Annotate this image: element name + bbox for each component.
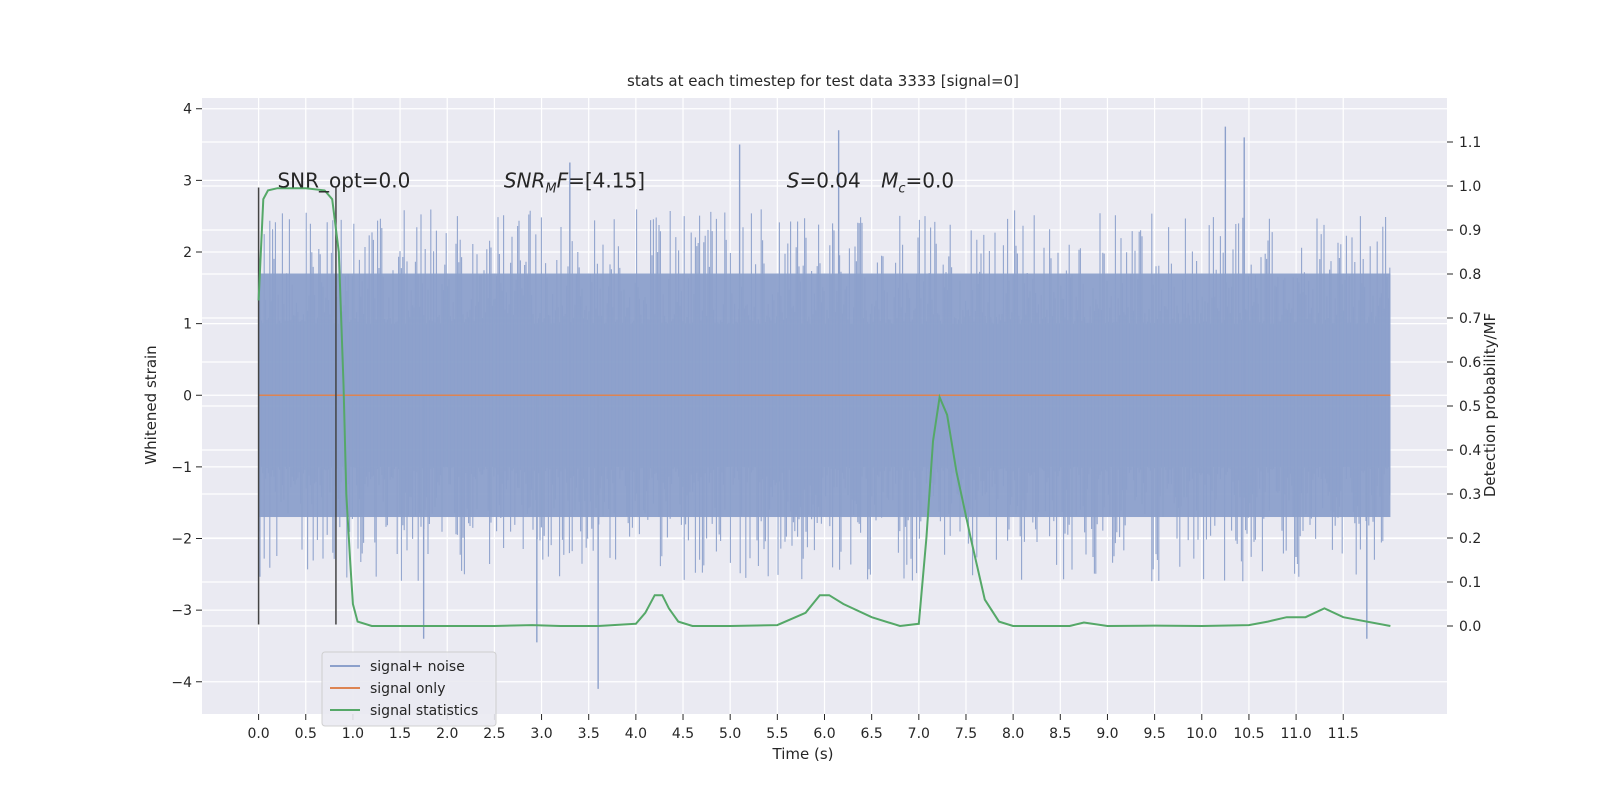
x-tick-label: 5.0 [719,726,741,742]
y-tick-label: −3 [171,603,192,619]
x-tick-label: 3.5 [578,726,600,742]
x-tick-label: 8.5 [1049,726,1071,742]
x-tick-label: 7.5 [955,726,977,742]
stat-annotation: SNR_opt=0.0 [277,168,410,192]
y-right-tick-label: 0.6 [1459,355,1481,371]
annotation-value: =0.0 [906,168,955,192]
y-right-tick-label: 0.5 [1459,399,1481,415]
x-tick-label: 4.5 [672,726,694,742]
stat-annotation: Mc=0.0 [881,168,954,196]
legend-box [321,651,497,727]
y-right-tick-label: 0.9 [1459,223,1481,239]
y-tick-label: 4 [183,102,192,118]
x-tick-label: 11.5 [1328,726,1359,742]
legend-label: signal only [370,681,445,697]
x-tick-label: 0.5 [295,726,317,742]
x-tick-label: 10.0 [1186,726,1217,742]
stat-annotation: SNRMF=[4.15] [504,168,645,196]
y-axis-left: −4 −3 −2 −1 0 1 2 3 4 [171,102,202,691]
y-tick-label: −2 [171,532,192,548]
y-right-tick-label: 0.1 [1459,575,1481,591]
y-tick-label: −1 [171,460,192,476]
x-tick-label: 2.0 [436,726,458,742]
x-tick-label: 1.5 [389,726,411,742]
y-right-tick-label: 1.0 [1459,179,1481,195]
y-axis-label-right: Detection probability/MF [1481,313,1499,497]
annotation-value: =0.04 [799,168,860,192]
annotation-main: S [787,168,800,192]
y-tick-label: 0 [183,388,192,404]
annotation-value: =[4.15] [568,168,645,192]
x-axis-label: Time (s) [772,745,834,763]
y-right-tick-label: 0.8 [1459,267,1481,283]
annotation-sub: M [545,181,556,196]
legend: signal+ noise signal only signal statistic… [321,651,497,727]
y-right-tick-label: 0.4 [1459,443,1481,459]
chart-title: stats at each timestep for test data 333… [627,72,1019,90]
y-right-tick-label: 0.0 [1459,619,1481,635]
x-tick-label: 4.0 [625,726,647,742]
annotation-main: SNR [504,168,546,192]
stat-annotation: S=0.04 [787,168,861,192]
legend-label: signal statistics [370,703,478,719]
x-tick-label: 9.0 [1096,726,1118,742]
y-right-tick-label: 0.3 [1459,487,1481,503]
x-tick-label: 5.5 [766,726,788,742]
annotation-value: F [557,168,569,192]
x-tick-label: 8.0 [1002,726,1024,742]
y-tick-label: 2 [183,245,192,261]
y-axis-label: Whitened strain [142,345,160,464]
x-tick-label: 1.0 [342,726,364,742]
x-tick-label: 0.0 [247,726,269,742]
series-signal-statistics [257,187,1391,628]
x-tick-label: 9.5 [1143,726,1165,742]
x-tick-label: 6.5 [861,726,883,742]
x-tick-label: 3.0 [530,726,552,742]
x-tick-label: 11.0 [1281,726,1312,742]
annotation-sub: c [898,181,905,196]
series-lines [257,187,1391,628]
x-tick-label: 6.0 [813,726,835,742]
y-axis-right: 0.0 0.1 0.2 0.3 0.4 0.5 0.6 0.7 0.8 0.9 1.0 1.1 [1447,135,1481,635]
annotation-main: SNR_opt=0.0 [277,168,410,192]
x-tick-label: 2.5 [483,726,505,742]
y-right-tick-label: 1.1 [1459,135,1481,151]
x-tick-label: 7.0 [908,726,930,742]
y-tick-label: −4 [171,675,192,691]
y-right-tick-label: 0.2 [1459,531,1481,547]
y-tick-label: 1 [183,317,192,333]
annotation-main: M [881,168,898,192]
x-axis: 0.0 0.5 1.0 1.5 2.0 2.5 3.0 3.5 4.0 4.5 5.0 5.5 6.0 6… [247,714,1359,742]
y-tick-label: 3 [183,173,192,189]
annotations: SNR_opt=0.0 SNRMF=[4.15] S=0.04 Mc=0.0 [277,168,954,196]
y-right-tick-label: 0.7 [1459,311,1481,327]
x-tick-label: 10.5 [1233,726,1264,742]
legend-label: signal+ noise [370,659,465,675]
